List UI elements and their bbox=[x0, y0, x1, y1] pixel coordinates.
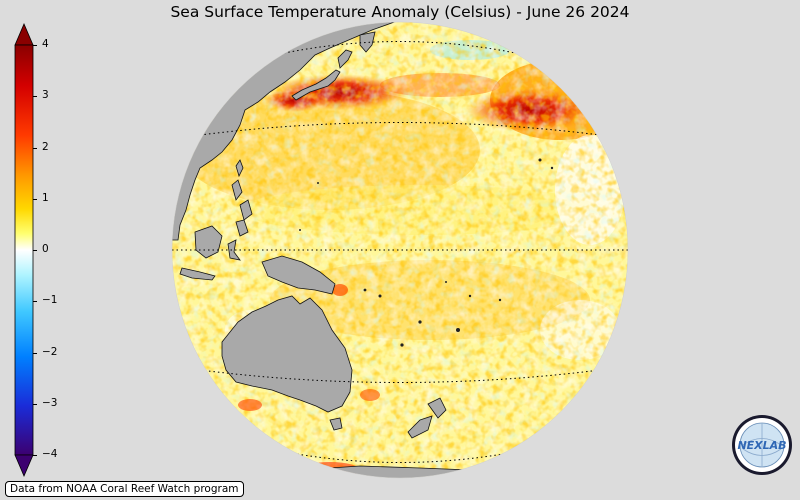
colorbar-tick-mark bbox=[33, 352, 37, 354]
colorbar-tick-label: −2 bbox=[42, 345, 58, 358]
colorbar-tick-label: 3 bbox=[42, 89, 49, 102]
colorbar-tick-mark bbox=[33, 455, 37, 456]
ocean-anomaly-field bbox=[172, 22, 628, 478]
colorbar-tick-mark bbox=[33, 250, 37, 251]
small-islands bbox=[299, 158, 554, 347]
colorbar-tick-mark bbox=[33, 198, 37, 200]
nexlab-logo: NEXLAB bbox=[732, 415, 792, 475]
data-credit: Data from NOAA Coral Reef Watch program bbox=[5, 481, 244, 497]
colorbar-tick-mark bbox=[33, 147, 37, 149]
colorbar-tick-label: −3 bbox=[42, 396, 58, 409]
colorbar-tick-label: −4 bbox=[42, 448, 58, 460]
colorbar-tick-label: 1 bbox=[42, 191, 49, 204]
colorbar-tick-mark bbox=[33, 301, 37, 303]
colorbar-graphic bbox=[14, 22, 34, 478]
logo-text: NEXLAB bbox=[737, 439, 786, 452]
colorbar-tick-mark bbox=[33, 96, 37, 98]
colorbar-tick-label: 2 bbox=[42, 140, 49, 153]
colorbar-tick-mark bbox=[33, 403, 37, 405]
colorbar: 4 3 2 1 0 −1 −2 −3 −4 bbox=[0, 0, 80, 500]
colorbar-tick-mark bbox=[33, 45, 37, 46]
colorbar-tick-label: −1 bbox=[42, 294, 58, 307]
colorbar-tick-label: 4 bbox=[42, 38, 49, 50]
colorbar-tick-label: 0 bbox=[42, 243, 49, 255]
map-title: Sea Surface Temperature Anomaly (Celsius… bbox=[170, 3, 630, 21]
colorbar-min-arrow bbox=[14, 454, 34, 478]
graticule bbox=[172, 41, 628, 463]
